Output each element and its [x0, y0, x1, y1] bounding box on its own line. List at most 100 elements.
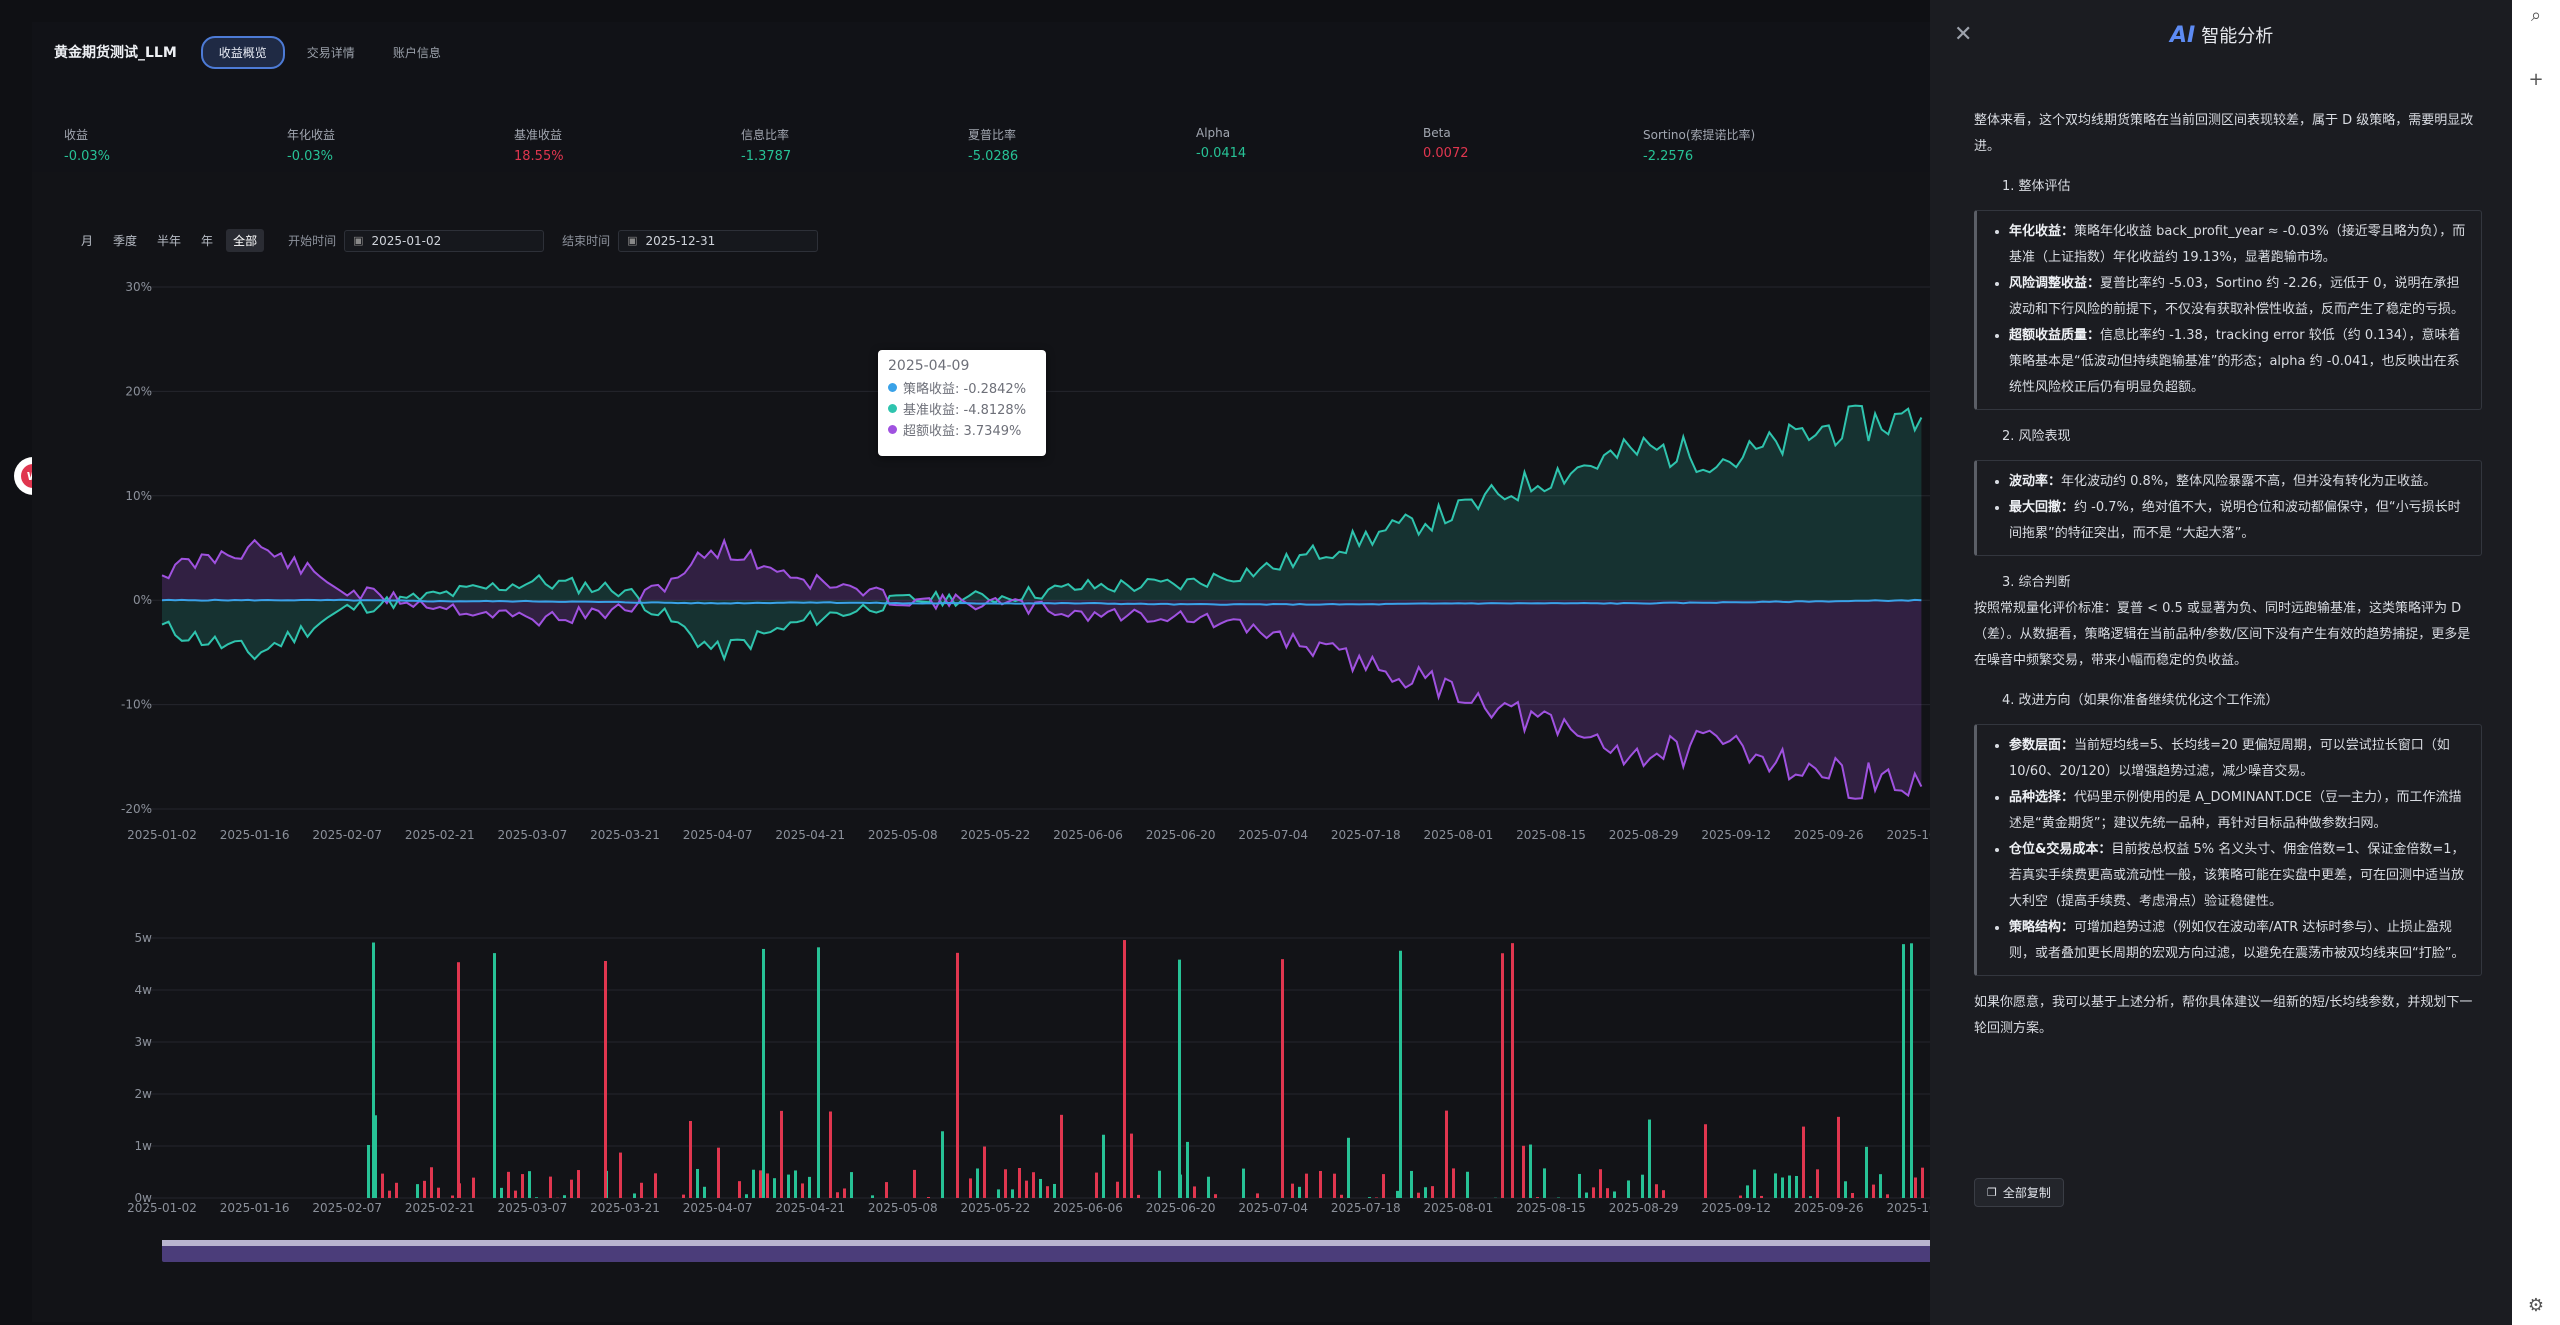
- volume-bar: [381, 1173, 384, 1198]
- range-half-year[interactable]: 半年: [157, 234, 182, 248]
- tooltip-row-excess: 超额收益: 3.7349%: [888, 420, 1036, 439]
- range-month[interactable]: 月: [81, 234, 94, 248]
- volume-bar: [941, 1131, 944, 1198]
- copy-all-button[interactable]: ❐ 全部复制: [1974, 1178, 2064, 1207]
- volume-bar: [1613, 1191, 1616, 1198]
- benchmark-area: [162, 405, 1922, 659]
- volume-bar: [1158, 1170, 1161, 1198]
- ai-intro: 整体来看，这个双均线期货策略在当前回测区间表现较差，属于 D 级策略，需要明显改…: [1974, 113, 2474, 154]
- volume-bar: [1914, 1177, 1917, 1198]
- x-tick-label: 2025-04-07: [683, 828, 753, 842]
- excess-area: [162, 540, 1922, 799]
- tab-overview[interactable]: 收益概览: [200, 35, 285, 69]
- tab-account-info[interactable]: 账户信息: [392, 45, 441, 60]
- chart-tooltip: 2025-04-09 策略收益: -0.2842% 基准收益: -4.8128%…: [878, 350, 1046, 456]
- volume-bar: [374, 1115, 377, 1198]
- x-tick-label: 2025-03-21: [590, 828, 660, 842]
- x-tick-label: 2025-03-07: [498, 1201, 568, 1215]
- x-tick-label: 2025-08-29: [1609, 1201, 1679, 1215]
- add-icon[interactable]: +: [2528, 69, 2544, 90]
- x-tick-label: 2025-05-22: [961, 828, 1031, 842]
- volume-bar: [1704, 1124, 1707, 1198]
- volume-bar: [1543, 1168, 1546, 1198]
- returns-chart[interactable]: 30% 20% 10% 0% -10% -20% 2025-01-02 2025-01-16…: [32, 22, 1930, 1322]
- volume-bar: [1445, 1110, 1448, 1198]
- volume-bar: [780, 1110, 783, 1198]
- volume-bar: [956, 952, 959, 1198]
- volume-bar: [1053, 1183, 1056, 1198]
- volume-bar: [1774, 1173, 1777, 1198]
- range-selector: 月 季度 半年 年 全部 开始时间 ▣ 2025-01-02 结束时间 ▣ 2025…: [74, 229, 819, 252]
- volume-bar: [1788, 1175, 1791, 1198]
- volume-bar: [1011, 1189, 1014, 1198]
- volume-bar: [1116, 1181, 1119, 1198]
- volume-bar: [1879, 1174, 1882, 1198]
- volume-bar: [1753, 1169, 1756, 1198]
- volume-bar: [1910, 943, 1913, 1198]
- volume-bar: [388, 1190, 391, 1198]
- volume-bar: [1095, 1172, 1098, 1198]
- metrics-row: 收益 -0.03% 年化收益 -0.03% 基准收益 18.55% 信息比率 -1.37…: [32, 102, 1930, 172]
- tab-trade-details[interactable]: 交易详情: [306, 45, 355, 60]
- section-box: 参数层面：当前短均线=5、长均线=20 更偏短周期，可以尝试拉长窗口（如 10/…: [1974, 724, 2482, 976]
- volume-bar: [395, 1182, 398, 1198]
- search-icon[interactable]: ⌕: [2530, 5, 2542, 26]
- volume-bar: [1039, 1178, 1042, 1198]
- volume-bar: [738, 1181, 741, 1198]
- volume-bar: [1399, 950, 1402, 1198]
- volume-bar: [766, 1173, 769, 1198]
- y-tick-label: 3w: [135, 1035, 153, 1049]
- volume-bar: [457, 962, 460, 1198]
- y-tick-label: -10%: [121, 698, 152, 712]
- volume-bar: [1662, 1190, 1665, 1198]
- volume-bar: [1837, 1116, 1840, 1198]
- volume-bar: [1466, 1171, 1469, 1198]
- volume-bar: [1347, 1137, 1350, 1198]
- x-tick-label: 2025-10-10: [1887, 828, 1930, 842]
- list-item: 年化收益：策略年化收益 back_profit_year ≈ -0.03%（接近…: [2009, 219, 2471, 271]
- list-item: 参数层面：当前短均线=5、长均线=20 更偏短周期，可以尝试拉长窗口（如 10/…: [2009, 733, 2471, 785]
- volume-bar: [1368, 1197, 1371, 1198]
- volume-bar: [1018, 1167, 1021, 1198]
- ai-outro: 如果你愿意，我可以基于上述分析，帮你具体建议一组新的短/长均线参数，并规划下一轮…: [1974, 995, 2473, 1036]
- range-quarter[interactable]: 季度: [113, 234, 138, 248]
- zoom-slider-handle[interactable]: [162, 1240, 1930, 1246]
- list-item: 波动率：年化波动约 0.8%，整体风险暴露不高，但并没有转化为正收益。: [2009, 469, 2471, 495]
- backtest-dialog: 黄金期货测试_LLM 收益概览 交易详情 账户信息 收益 -0.03% 年化收益 -…: [32, 22, 1930, 1322]
- volume-bar: [1032, 1172, 1035, 1198]
- close-icon[interactable]: ✕: [1954, 22, 1973, 47]
- volume-bar: [773, 1178, 776, 1198]
- zoom-slider-track[interactable]: [162, 1244, 1930, 1262]
- volume-bar: [1739, 1195, 1742, 1198]
- volume-bar: [829, 1111, 832, 1198]
- start-date-input[interactable]: ▣ 2025-01-02: [344, 229, 545, 252]
- section-heading: 1. 整体评估: [2002, 179, 2071, 194]
- volume-bar: [717, 1147, 720, 1198]
- series-benchmark-line: [161, 404, 1923, 662]
- volume-bar: [1291, 1183, 1294, 1198]
- volume-bar: [1046, 1186, 1049, 1198]
- metric-sharpe: 夏普比率 -5.0286: [968, 128, 1019, 164]
- volume-bar: [703, 1186, 706, 1198]
- gear-icon[interactable]: ⚙: [2527, 1295, 2545, 1316]
- volume-bar: [1511, 943, 1514, 1198]
- volume-bar: [472, 1177, 475, 1198]
- x-tick-label: 2025-06-06: [1053, 1201, 1123, 1215]
- end-date-input[interactable]: ▣ 2025-12-31: [618, 229, 819, 252]
- volume-bar: [1130, 1133, 1133, 1198]
- x-tick-label: 2025-08-15: [1516, 828, 1586, 842]
- ai-analysis-content: 整体来看，这个双均线期货策略在当前回测区间表现较差，属于 D 级策略，需要明显改…: [1974, 108, 2482, 1042]
- y-tick-label: 0w: [135, 1191, 153, 1205]
- x-tick-label: 2025-04-21: [775, 828, 845, 842]
- y-tick-label: 10%: [125, 489, 152, 503]
- series-strategy-line: [161, 598, 1922, 606]
- section-heading: 4. 改进方向（如果你准备继续优化这个工作流）: [2002, 693, 2279, 708]
- range-all[interactable]: 全部: [226, 229, 265, 252]
- list-item: 品种选择：代码里示例使用的是 A_DOMINANT.DCE（豆一主力），而工作流…: [2009, 785, 2471, 837]
- volume-bar: [1207, 1176, 1210, 1198]
- y-tick-label: 4w: [135, 983, 153, 997]
- dialog-header: 黄金期货测试_LLM 收益概览 交易详情 账户信息: [32, 22, 1930, 82]
- y-tick-label: 2w: [135, 1087, 153, 1101]
- range-year[interactable]: 年: [201, 234, 214, 248]
- volume-bar: [1851, 1193, 1854, 1198]
